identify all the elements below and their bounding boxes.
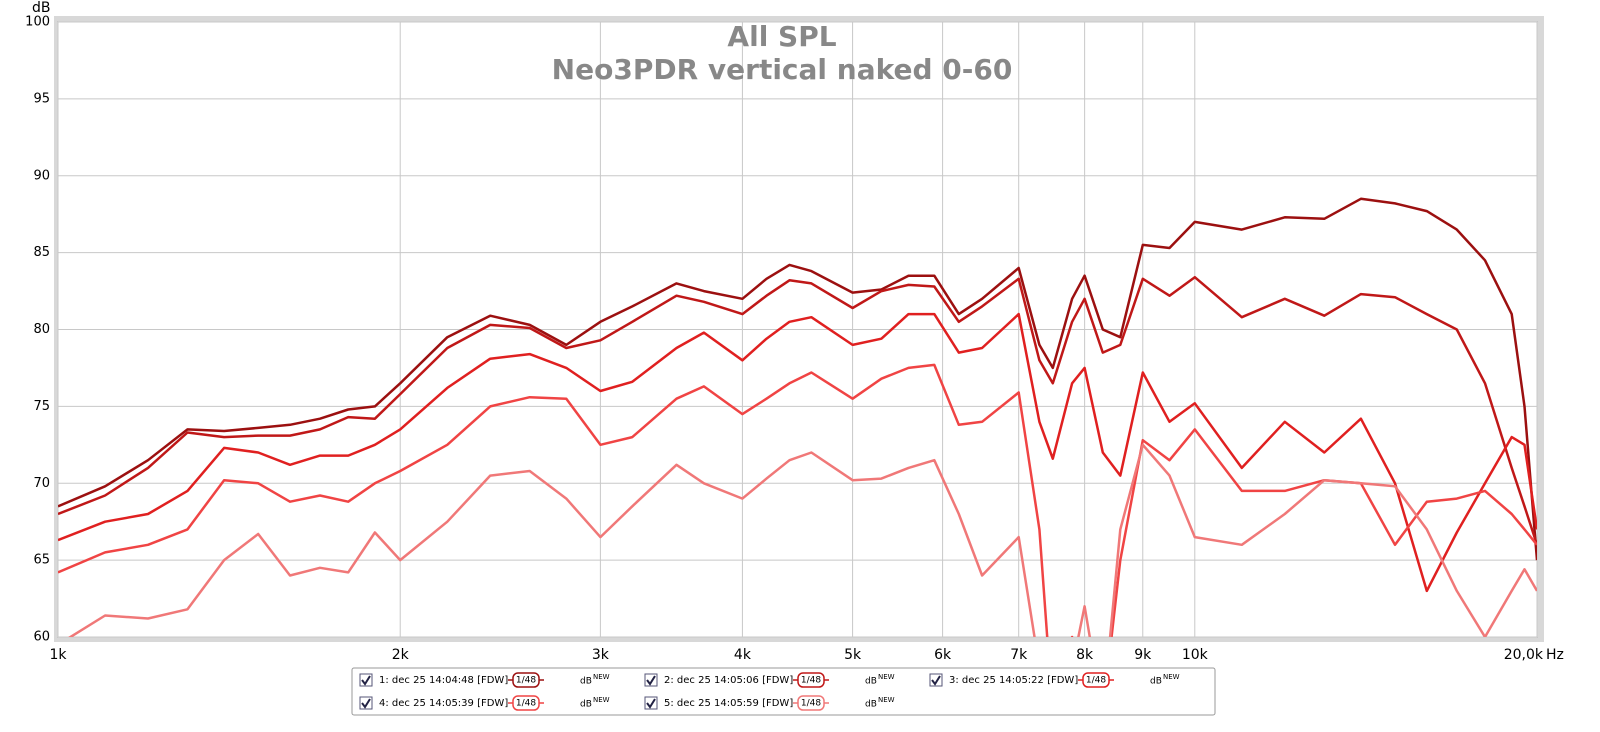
x-tick-label: 20,0k [1504,647,1544,663]
y-axis-label: dB [32,0,51,16]
checkmark [646,675,656,686]
x-axis-label: Hz [1546,647,1564,663]
new-badge: NEW [593,696,610,704]
x-tick-label: 1k [49,647,67,663]
legend-label: 1: dec 25 14:04:48 [FDW] [379,675,508,686]
checkmark [931,675,941,686]
y-tick-label: 100 [25,15,50,30]
smoothing-box[interactable] [797,672,825,688]
legend-label: 3: dec 25 14:05:22 [FDW] [949,675,1078,686]
grid [57,21,1538,638]
x-tick-label: 5k [844,647,862,663]
series-line [58,197,1537,561]
y-tick-label: 70 [33,476,50,491]
new-badge: NEW [1163,673,1180,681]
y-tick-label: 85 [33,245,50,260]
smoothing-label: 1/48 [516,676,536,686]
series-line [58,275,1537,546]
series-line [58,363,1537,637]
checkmark [646,698,656,709]
x-tick-label: 3k [592,647,610,663]
legend-label: 2: dec 25 14:05:06 [FDW] [664,675,793,686]
chart-subtitle: Neo3PDR vertical naked 0-60 [552,53,1013,86]
smoothing-box[interactable] [1082,672,1110,688]
y-tick-label: 90 [33,168,50,183]
x-tick-label: 2k [392,647,410,663]
smoothing-label: 1/48 [801,699,821,709]
y-tick-label: 80 [33,322,50,337]
smoothing-box[interactable] [797,695,825,711]
new-badge: NEW [878,696,895,704]
smoothing-label: 1/48 [1086,676,1106,686]
smoothing-box[interactable] [512,695,540,711]
lines [58,197,1537,637]
y-tick-label: 95 [33,91,50,106]
legend-label: 5: dec 25 14:05:59 [FDW] [664,698,793,709]
legend-label: 4: dec 25 14:05:39 [FDW] [379,698,508,709]
checkmark [361,675,371,686]
unit-label: dB [580,700,592,710]
unit-label: dB [865,677,877,687]
unit-label: dB [865,700,877,710]
x-tick-label: 7k [1010,647,1028,663]
checkmark [361,698,371,709]
smoothing-box[interactable] [512,672,540,688]
chart-title: All SPL [727,20,836,53]
new-badge: NEW [878,673,895,681]
unit-label: dB [580,677,592,687]
unit-label: dB [1150,677,1162,687]
legend [351,667,1216,716]
x-tick-label: 4k [734,647,752,663]
y-tick-label: 65 [33,553,50,568]
series-line [58,312,1537,593]
series-line [68,443,1537,637]
legend-items: 1: dec 25 14:04:48 [FDW] 1/48 dB NEW 2: dec … [359,672,1180,711]
x-tick-label: 8k [1076,647,1094,663]
smoothing-label: 1/48 [516,699,536,709]
new-badge: NEW [593,673,610,681]
x-tick-label: 6k [934,647,952,663]
x-tick-label: 10k [1182,647,1209,663]
x-tick-label: 9k [1134,647,1152,663]
y-tick-label: 60 [33,630,50,645]
y-tick-label: 75 [33,399,50,414]
smoothing-label: 1/48 [801,676,821,686]
